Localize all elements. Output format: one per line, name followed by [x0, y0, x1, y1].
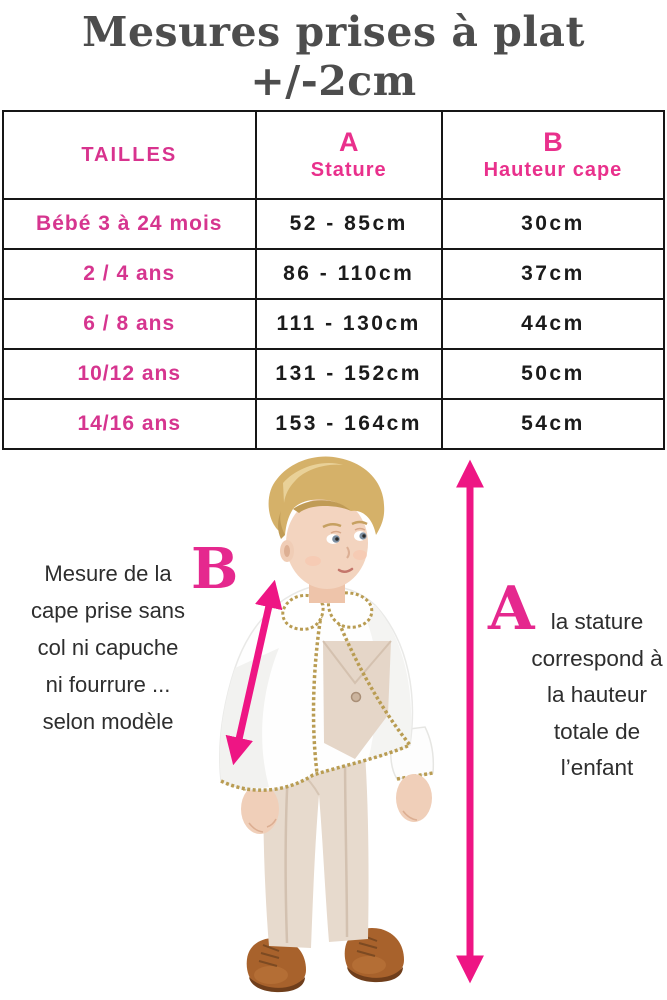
header-cell-cape-height: B Hauteur cape: [440, 110, 666, 201]
size-label: 6 / 8 ans: [2, 298, 257, 351]
vest: [322, 640, 392, 759]
child-hair: [268, 456, 385, 539]
cape-height-value: 54cm: [440, 398, 666, 451]
header-cell-sizes: TAILLES: [2, 110, 257, 201]
size-table: TAILLES A Stature B Hauteur cape Bébé 3 …: [2, 110, 666, 451]
column-b-letter: B: [543, 127, 563, 158]
cape-height-value: 44cm: [440, 298, 666, 351]
page-title: Mesures prises à plat +/-2cm: [82, 8, 585, 106]
column-b-label: Hauteur cape: [483, 158, 623, 181]
size-table-header: TAILLES A Stature B Hauteur cape: [2, 110, 666, 201]
size-table-body: Bébé 3 à 24 mois 52 - 85cm 30cm 2 / 4 an…: [2, 198, 666, 451]
table-row: 10/12 ans 131 - 152cm 50cm: [2, 348, 666, 401]
child-face: [280, 497, 368, 603]
child-wearing-cape-photo: [219, 456, 435, 993]
size-label: 14/16 ans: [2, 398, 257, 451]
table-row: Bébé 3 à 24 mois 52 - 85cm 30cm: [2, 198, 666, 251]
table-row: 2 / 4 ans 86 - 110cm 37cm: [2, 248, 666, 301]
stature-value: 131 - 152cm: [254, 348, 443, 401]
measurement-diagram: B Mesure de la cape prise sans col ni ca…: [0, 408, 667, 1000]
stature-value: 153 - 164cm: [254, 398, 443, 451]
vest-button: [350, 691, 362, 703]
column-a-label: Stature: [310, 158, 387, 181]
cape-measure-note: Mesure de la cape prise sans col ni capu…: [30, 561, 186, 734]
stature-note: la stature correspond à la hauteur total…: [531, 609, 663, 780]
table-row: 6 / 8 ans 111 - 130cm 44cm: [2, 298, 666, 351]
column-a-letter: A: [338, 127, 359, 158]
letter-a-label: A: [488, 574, 535, 644]
size-label: Bébé 3 à 24 mois: [2, 198, 257, 251]
table-row: 14/16 ans 153 - 164cm 54cm: [2, 398, 666, 451]
cape-height-value: 30cm: [440, 198, 666, 251]
shoes: [246, 927, 404, 993]
size-label: 10/12 ans: [2, 348, 257, 401]
gold-trim: [220, 612, 412, 792]
stature-value: 111 - 130cm: [254, 298, 443, 351]
header-cell-stature: A Stature: [254, 110, 443, 201]
header-row: TAILLES A Stature B Hauteur cape: [2, 110, 666, 201]
letter-b-label: B: [191, 536, 239, 602]
size-label: 2 / 4 ans: [2, 248, 257, 301]
cape-height-value: 37cm: [440, 248, 666, 301]
sizes-header-label: TAILLES: [81, 143, 178, 166]
stature-value: 86 - 110cm: [254, 248, 443, 301]
cape-height-value: 50cm: [440, 348, 666, 401]
stature-value: 52 - 85cm: [254, 198, 443, 251]
